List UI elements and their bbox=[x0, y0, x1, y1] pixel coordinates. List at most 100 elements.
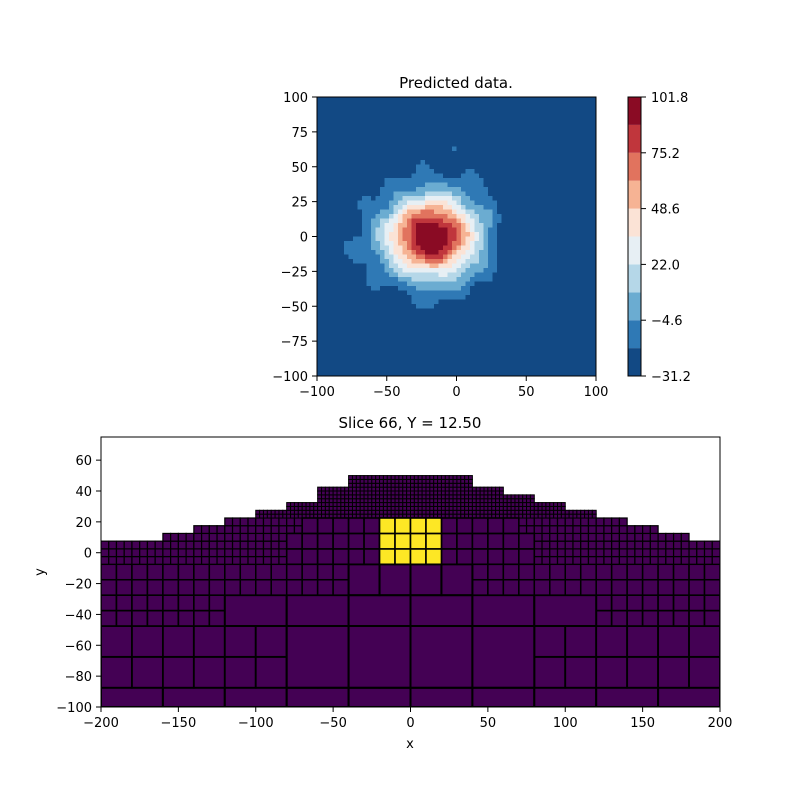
contour-cell bbox=[461, 160, 467, 166]
contour-cell bbox=[483, 367, 489, 373]
mesh-cell bbox=[367, 494, 373, 500]
contour-cell bbox=[551, 205, 557, 211]
contour-cell bbox=[533, 272, 539, 278]
contour-cell bbox=[357, 277, 363, 283]
contour-cell bbox=[438, 277, 444, 283]
contour-cell bbox=[321, 97, 327, 103]
contour-cell bbox=[416, 182, 422, 188]
contour-cell bbox=[483, 335, 489, 341]
mesh-cell bbox=[491, 505, 497, 511]
contour-cell bbox=[411, 196, 417, 202]
contour-cell bbox=[452, 200, 458, 206]
contour-cell bbox=[560, 362, 566, 368]
contour-cell bbox=[326, 268, 332, 274]
contour-cell bbox=[411, 290, 417, 296]
contour-cell bbox=[407, 178, 413, 184]
contour-cell bbox=[524, 335, 530, 341]
contour-cell bbox=[317, 142, 323, 148]
contour-cell bbox=[501, 349, 507, 355]
contour-cell bbox=[317, 281, 323, 287]
mesh-cell bbox=[464, 498, 470, 504]
contour-cell bbox=[335, 263, 341, 269]
contour-cell bbox=[456, 335, 462, 341]
contour-cell bbox=[353, 371, 359, 376]
contour-cell bbox=[317, 173, 323, 179]
contour-cell bbox=[537, 155, 543, 161]
contour-cell bbox=[344, 214, 350, 220]
contour-cell bbox=[335, 308, 341, 314]
contour-cell bbox=[317, 371, 323, 376]
contour-cell bbox=[470, 295, 476, 301]
contour-cell bbox=[362, 236, 368, 242]
mesh-cell bbox=[351, 482, 357, 488]
contour-cell bbox=[330, 209, 336, 215]
mesh-cell bbox=[131, 609, 149, 627]
mesh-cell bbox=[429, 475, 435, 480]
contour-cell bbox=[434, 290, 440, 296]
mesh-cell bbox=[626, 578, 644, 596]
mesh-cell bbox=[641, 578, 659, 596]
mesh-cell bbox=[115, 594, 133, 612]
contour-cell bbox=[398, 344, 404, 350]
contour-cell bbox=[434, 133, 440, 139]
contour-cell bbox=[488, 362, 494, 368]
contour-cell bbox=[326, 362, 332, 368]
contour-cell bbox=[429, 358, 435, 364]
contour-cell bbox=[591, 110, 596, 116]
contour-cell bbox=[416, 340, 422, 346]
contour-cell bbox=[510, 182, 516, 188]
contour-cell bbox=[357, 124, 363, 130]
contour-cell bbox=[578, 155, 584, 161]
contour-cell bbox=[506, 340, 512, 346]
mesh-cell bbox=[328, 498, 334, 504]
contour-cell bbox=[371, 119, 377, 125]
contour-cell bbox=[578, 106, 584, 112]
contour-cell bbox=[321, 128, 327, 134]
contour-cell bbox=[375, 272, 381, 278]
contour-cell bbox=[528, 200, 534, 206]
contour-cell bbox=[447, 263, 453, 269]
contour-cell bbox=[335, 259, 341, 265]
contour-cell bbox=[393, 182, 399, 188]
contour-cell bbox=[384, 245, 390, 251]
contour-cell bbox=[546, 340, 552, 346]
contour-cell bbox=[569, 335, 575, 341]
contour-cell bbox=[587, 218, 593, 224]
contour-cell bbox=[510, 164, 516, 170]
contour-cell bbox=[474, 367, 480, 373]
contour-cell bbox=[470, 178, 476, 184]
contour-cell bbox=[389, 142, 395, 148]
contour-cell bbox=[470, 133, 476, 139]
mesh-cell bbox=[193, 555, 203, 565]
contour-cell bbox=[560, 340, 566, 346]
contour-cell bbox=[591, 322, 596, 328]
contour-cell bbox=[371, 160, 377, 166]
contour-cell bbox=[398, 164, 404, 170]
mesh-cell bbox=[382, 494, 388, 500]
contour-cell bbox=[348, 196, 354, 202]
contour-cell bbox=[506, 304, 512, 310]
contour-cell bbox=[591, 250, 596, 256]
contour-cell bbox=[407, 151, 413, 157]
contour-cell bbox=[326, 128, 332, 134]
mesh-cell bbox=[375, 475, 381, 480]
contour-cell bbox=[524, 277, 530, 283]
mesh-cell bbox=[657, 655, 690, 689]
contour-cell bbox=[447, 349, 453, 355]
contour-cell bbox=[587, 110, 593, 116]
contour-cell bbox=[528, 173, 534, 179]
contour-cell bbox=[447, 295, 453, 301]
contour-cell bbox=[578, 371, 584, 376]
contour-cell bbox=[555, 200, 561, 206]
contour-cell bbox=[362, 268, 368, 274]
contour-cell bbox=[582, 182, 588, 188]
contour-cell bbox=[515, 367, 521, 373]
contour-cell bbox=[339, 223, 345, 229]
contour-cell bbox=[335, 236, 341, 242]
contour-cell bbox=[335, 250, 341, 256]
contour-cell bbox=[555, 142, 561, 148]
contour-cell bbox=[488, 151, 494, 157]
contour-cell bbox=[537, 299, 543, 305]
contour-cell bbox=[456, 290, 462, 296]
contour-cell bbox=[515, 232, 521, 238]
